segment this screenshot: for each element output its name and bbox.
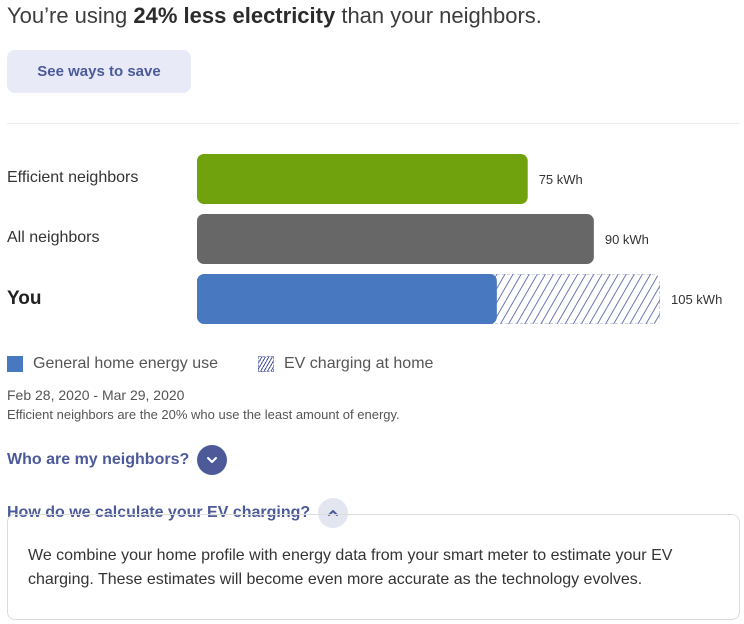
legend-label-general: General home energy use (33, 355, 218, 372)
row-label-you: You (7, 288, 42, 309)
legend-label-ev: EV charging at home (284, 355, 434, 372)
see-ways-to-save-button[interactable]: See ways to save (7, 50, 191, 93)
value-label-you: 105 kWh (671, 292, 722, 307)
chevron-up-icon[interactable] (318, 498, 349, 528)
bar-you-group (197, 274, 660, 324)
section-divider (7, 123, 740, 124)
legend-item-general: General home energy use (7, 355, 218, 373)
value-label-all-neighbors: 90 kWh (605, 232, 649, 247)
date-range: Feb 28, 2020 - Mar 29, 2020 (7, 387, 185, 403)
bar-all-neighbors (197, 214, 594, 264)
headline-prefix: You’re using (7, 3, 134, 28)
value-label-efficient-neighbors: 75 kWh (539, 172, 583, 187)
efficient-neighbors-footnote: Efficient neighbors are the 20% who use … (7, 407, 400, 422)
bar-efficient-neighbors (197, 154, 528, 204)
chevron-down-icon[interactable] (197, 445, 228, 475)
headline-highlight: 24% less electricity (133, 3, 336, 28)
ev-charging-calculation-label: How do we calculate your EV charging? (7, 504, 311, 521)
headline: You’re using 24% less electricity than y… (7, 3, 542, 29)
ev-charging-answer-panel: We combine your home profile with energy… (7, 514, 740, 620)
ev-charging-calculation-toggle[interactable]: How do we calculate your EV charging? (7, 498, 349, 528)
chart-legend: General home energy use EV charging at h… (7, 355, 473, 373)
legend-item-ev: EV charging at home (258, 355, 433, 373)
legend-swatch-ev (258, 356, 274, 372)
ev-charging-answer-text: We combine your home profile with energy… (28, 547, 673, 588)
who-are-my-neighbors-label: Who are my neighbors? (7, 451, 190, 468)
legend-swatch-general (7, 356, 23, 372)
row-label-efficient-neighbors: Efficient neighbors (7, 169, 139, 186)
row-label-all-neighbors: All neighbors (7, 229, 100, 246)
bar-you-general-use (197, 274, 497, 324)
who-are-my-neighbors-toggle[interactable]: Who are my neighbors? (7, 445, 228, 475)
usage-comparison-chart: 75 kWh 90 kWh 105 kWh (197, 154, 722, 324)
headline-suffix: than your neighbors. (335, 3, 542, 28)
